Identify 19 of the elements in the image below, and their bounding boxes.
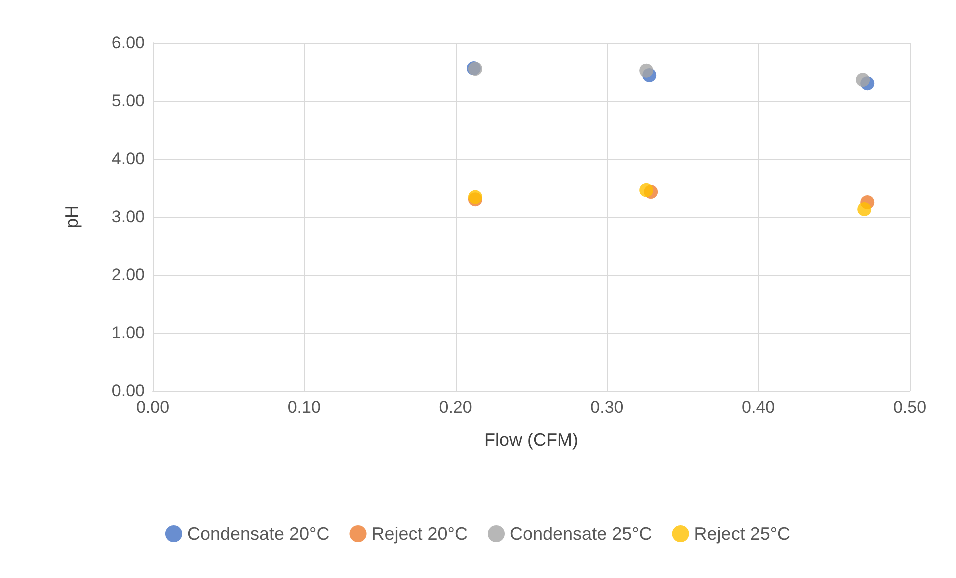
x-axis-title: Flow (CFM)	[484, 430, 578, 450]
y-tick-label: 3.00	[112, 208, 145, 226]
legend-label: Reject 20°C	[372, 524, 468, 544]
x-tick-label: 0.50	[893, 398, 927, 417]
x-tick-label: 0.00	[136, 398, 170, 417]
x-tick-label: 0.30	[590, 398, 624, 417]
y-tick-label: 6.00	[112, 34, 145, 52]
x-tick-label: 0.40	[742, 398, 776, 417]
x-tick-label: 0.10	[288, 398, 321, 417]
y-tick-label: 4.00	[112, 150, 145, 168]
y-tick-label: 0.00	[112, 382, 145, 400]
x-tick-label: 0.20	[439, 398, 472, 417]
y-tick-label: 5.00	[112, 92, 145, 110]
y-axis-title: pH	[62, 205, 82, 229]
legend-label: Condensate 20°C	[187, 524, 330, 544]
legend-label: Condensate 25°C	[510, 524, 652, 544]
y-tick-label: 2.00	[112, 266, 145, 284]
y-tick-label: 1.00	[112, 324, 145, 342]
legend-label: Reject 25°C	[694, 524, 791, 544]
